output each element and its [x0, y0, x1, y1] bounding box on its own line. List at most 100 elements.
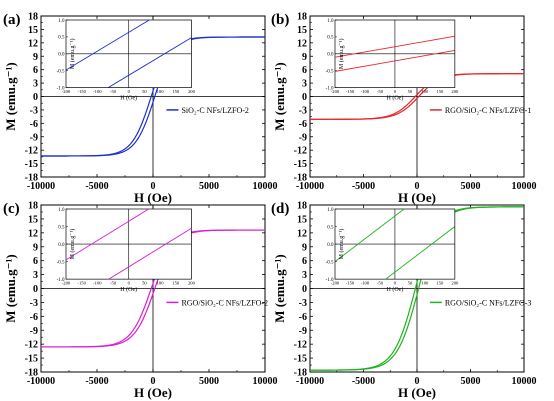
x-tick-label: -10000: [27, 181, 55, 192]
inset-x-tick-label: 150: [436, 281, 444, 286]
legend-label: RGO/SiO₂-C NFs/LZFO-2: [181, 298, 268, 307]
inset-x-axis-label: H (Oe): [120, 95, 137, 102]
inset: 1.0 0.5 0.0 -0.5 -1.0-200 -150 -100 -50 0 50 100 15…: [326, 19, 459, 102]
inset-x-axis-label: H (Oe): [387, 95, 404, 102]
inset-x-tick-label: 150: [172, 89, 180, 94]
y-tick-label: 12: [28, 228, 38, 239]
inset-x-tick-label: 0: [128, 89, 131, 94]
y-tick-label: 6: [33, 65, 38, 76]
loop-branch-ascending: [41, 36, 265, 157]
inset-loop-line: [66, 209, 150, 261]
inset-x-tick-label: 50: [408, 281, 413, 286]
y-tick-label: 9: [302, 52, 307, 63]
x-axis-label: H (Oe): [398, 190, 436, 205]
inset-x-tick-label: 150: [172, 281, 180, 286]
inset-y-tick-label: 0.5: [58, 225, 65, 230]
y-tick-label: 12: [297, 38, 307, 49]
inset-y-tick-label: 0.5: [58, 36, 65, 41]
inset-x-tick-label: 50: [408, 89, 413, 94]
inset-y-axis-label: M (emu.g⁻¹): [69, 229, 76, 260]
x-tick-label: -5000: [352, 181, 375, 192]
inset-x-tick-label: -150: [346, 281, 355, 286]
inset-x-tick-label: 200: [451, 89, 459, 94]
loop-branch-ascending: [310, 206, 525, 371]
x-tick-label: -5000: [85, 181, 108, 192]
y-tick-label: -6: [299, 119, 307, 130]
y-tick-label: -18: [25, 368, 38, 379]
inset-x-tick-label: 50: [142, 89, 147, 94]
inset: 1.0 0.5 0.0 -0.5 -1.0-200 -150 -100 -50 0 50 100 15…: [326, 208, 459, 293]
inset-x-tick-label: 50: [142, 281, 147, 286]
inset-loop-line: [384, 226, 455, 280]
y-tick-label: -9: [30, 132, 38, 143]
inset-x-tick-label: -100: [93, 281, 102, 286]
inset-x-tick-label: -200: [62, 89, 71, 94]
y-axis-label: M (emu.g⁻¹): [272, 62, 287, 131]
panel-label: (a): [3, 12, 21, 28]
x-tick-label: -5000: [352, 376, 375, 387]
inset-y-tick-label: 1.0: [58, 19, 65, 24]
inset-y-tick-label: 1.0: [327, 19, 334, 24]
x-tick-label: 10000: [253, 181, 278, 192]
x-tick-label: 0: [151, 376, 156, 387]
inset-x-tick-label: -200: [331, 281, 340, 286]
inset-x-tick-label: 100: [157, 281, 165, 286]
x-tick-label: 10000: [512, 181, 537, 192]
y-axis-label: M (emu.g⁻¹): [3, 62, 18, 131]
y-tick-label: -9: [299, 326, 307, 337]
inset-loop-line: [66, 20, 151, 71]
y-tick-label: 18: [297, 201, 307, 212]
panel-label: (d): [271, 201, 289, 217]
inset-x-tick-label: -50: [110, 281, 117, 286]
y-tick-label: 0: [33, 284, 38, 295]
inset-x-axis-label: H (Oe): [120, 286, 137, 293]
y-tick-label: -15: [294, 354, 307, 365]
loop-branch-ascending: [41, 229, 265, 348]
y-tick-label: 15: [28, 25, 38, 36]
y-tick-label: -3: [30, 105, 38, 116]
y-tick-label: -15: [25, 159, 38, 170]
inset-y-tick-label: -1.0: [57, 86, 65, 91]
y-tick-label: -12: [25, 146, 38, 157]
x-axis-label: H (Oe): [398, 385, 436, 400]
inset-y-tick-label: 0.0: [327, 53, 334, 58]
y-axis-label: M (emu.g⁻¹): [3, 254, 18, 323]
y-tick-label: -3: [30, 298, 38, 309]
inset-x-tick-label: -200: [62, 281, 71, 286]
inset-y-tick-label: -0.5: [57, 70, 65, 75]
y-tick-label: 18: [28, 201, 38, 212]
y-tick-label: -18: [294, 368, 307, 379]
y-tick-label: 0: [33, 92, 38, 103]
panel-label: (b): [271, 12, 289, 28]
y-tick-label: 9: [33, 242, 38, 253]
inset-y-tick-label: 0.0: [58, 53, 65, 58]
inset-y-tick-label: 1.0: [58, 208, 65, 213]
inset-x-tick-label: -50: [377, 281, 384, 286]
y-tick-label: -12: [25, 340, 38, 351]
loop-branch-ascending: [310, 73, 524, 120]
inset-y-tick-label: 0.0: [327, 243, 334, 248]
inset-x-tick-label: 100: [157, 89, 165, 94]
y-tick-label: 15: [297, 25, 307, 36]
legend-label: RGO/SiO₂-C NFs/LZFO-1: [445, 106, 532, 115]
y-tick-label: 0: [302, 284, 307, 295]
x-tick-label: 5000: [461, 181, 481, 192]
y-tick-label: -9: [30, 326, 38, 337]
inset-loop-line: [107, 37, 192, 88]
inset: 1.0 0.5 0.0 -0.5 -1.0-200 -150 -100 -50 0 50 100 15…: [57, 208, 196, 293]
x-axis-label: H (Oe): [134, 385, 172, 400]
inset-x-tick-label: 200: [188, 281, 196, 286]
inset: 1.0 0.5 0.0 -0.5 -1.0-200 -150 -100 -50 0 50 100 15…: [57, 19, 196, 102]
inset-y-tick-label: -1.0: [326, 278, 334, 283]
y-tick-label: -3: [299, 298, 307, 309]
inset-x-axis-label: H (Oe): [387, 286, 404, 293]
y-tick-label: 12: [28, 38, 38, 49]
inset-x-tick-label: -50: [110, 89, 117, 94]
inset-x-tick-label: 0: [394, 281, 397, 286]
y-tick-label: -6: [299, 312, 307, 323]
